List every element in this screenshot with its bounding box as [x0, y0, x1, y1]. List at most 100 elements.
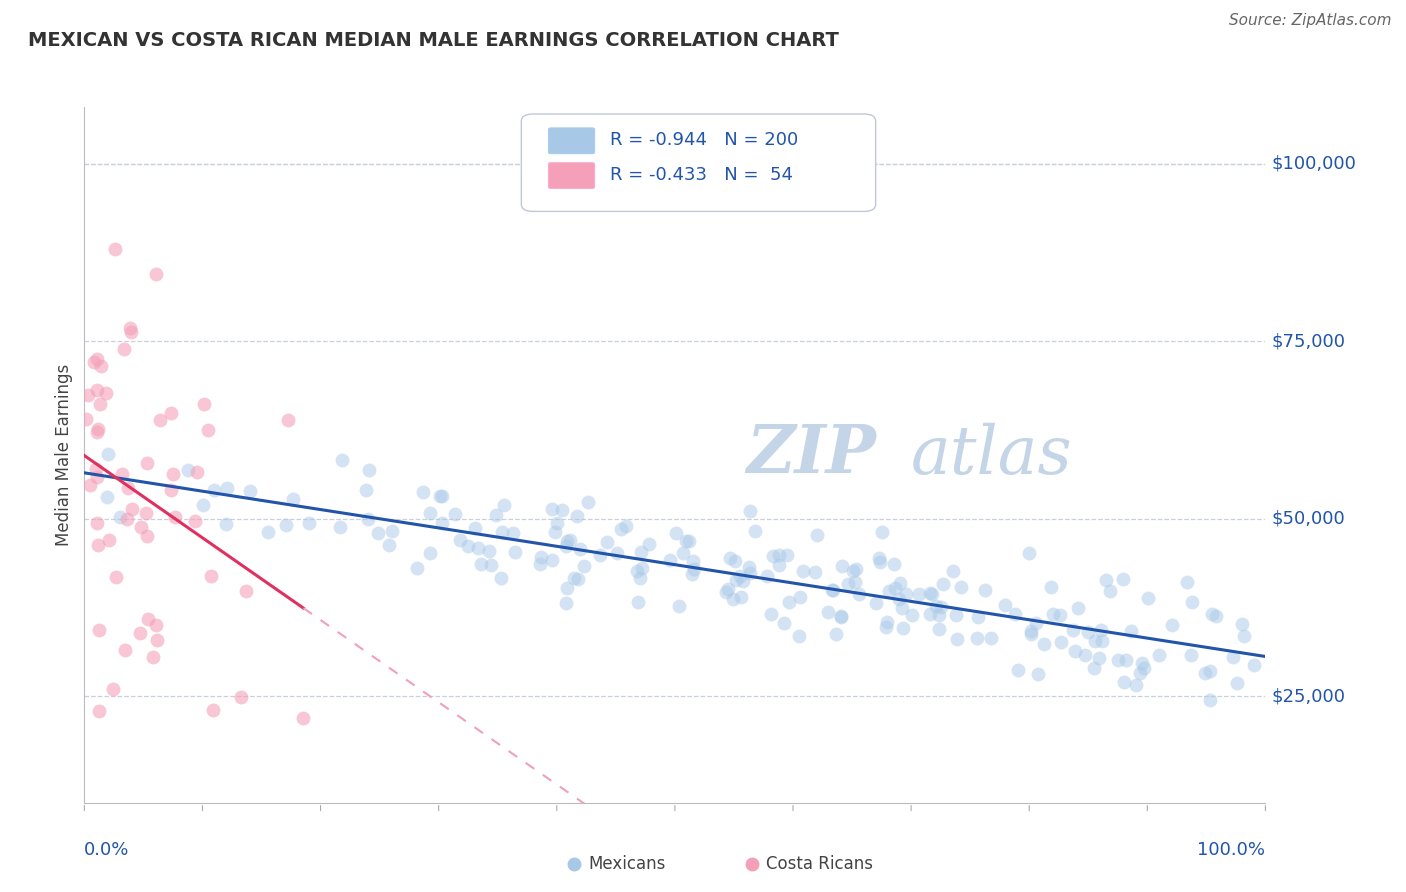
Point — [973, 583, 995, 598]
Point — [804, 566, 827, 580]
Point — [329, 520, 352, 534]
Point — [75, 412, 97, 426]
Point — [1007, 663, 1029, 677]
Point — [87, 422, 110, 436]
Point — [146, 632, 169, 647]
Point — [464, 520, 486, 534]
Point — [738, 504, 761, 518]
Point — [491, 572, 513, 586]
Point — [551, 502, 574, 516]
Point — [104, 243, 127, 257]
Point — [191, 498, 214, 512]
Point — [717, 582, 740, 596]
Point — [1021, 626, 1043, 640]
Point — [877, 584, 900, 599]
Point — [145, 618, 167, 632]
Point — [529, 557, 551, 571]
Point — [419, 506, 441, 520]
Point — [193, 397, 215, 411]
Point — [830, 609, 852, 624]
Point — [920, 586, 942, 600]
Point — [589, 548, 612, 562]
Point — [184, 514, 207, 528]
Point — [121, 501, 143, 516]
Point — [891, 621, 914, 635]
FancyBboxPatch shape — [548, 162, 595, 188]
Point — [256, 524, 278, 539]
Point — [1194, 665, 1216, 680]
Point — [1129, 665, 1152, 680]
Point — [1232, 616, 1254, 631]
Point — [129, 626, 152, 640]
Point — [1125, 678, 1147, 692]
Point — [86, 538, 108, 552]
Point — [740, 566, 762, 580]
Point — [97, 447, 120, 461]
Point — [419, 546, 441, 560]
Point — [831, 559, 853, 574]
Point — [1042, 607, 1064, 621]
Point — [576, 495, 599, 509]
Point — [120, 325, 142, 339]
Point — [894, 587, 917, 601]
Point — [96, 386, 118, 401]
Point — [865, 596, 887, 610]
Point — [298, 516, 321, 530]
Point — [792, 564, 814, 578]
Text: R = -0.433   N =  54: R = -0.433 N = 54 — [610, 166, 793, 185]
Point — [682, 554, 704, 568]
Point — [1077, 625, 1099, 640]
Point — [163, 510, 186, 524]
Point — [86, 351, 108, 366]
Text: 0.0%: 0.0% — [84, 841, 129, 859]
Point — [215, 481, 238, 495]
Point — [929, 600, 952, 615]
Point — [1181, 595, 1204, 609]
Point — [546, 516, 568, 531]
Point — [628, 571, 651, 585]
Point — [730, 590, 752, 604]
Point — [491, 525, 513, 540]
Point — [89, 397, 111, 411]
Point — [479, 558, 502, 573]
Point — [114, 643, 136, 657]
Point — [925, 599, 948, 614]
Point — [555, 582, 578, 596]
Point — [239, 484, 262, 499]
Point — [637, 537, 659, 551]
Point — [541, 501, 564, 516]
Point — [1090, 623, 1112, 637]
Point — [1205, 608, 1227, 623]
Point — [111, 467, 134, 481]
Point — [728, 568, 751, 582]
Point — [562, 571, 585, 585]
Text: $25,000: $25,000 — [1271, 688, 1346, 706]
Point — [928, 622, 950, 636]
Point — [86, 425, 108, 439]
Point — [932, 576, 955, 591]
Point — [443, 507, 465, 521]
Point — [1004, 607, 1026, 621]
Point — [1112, 675, 1135, 690]
Point — [681, 567, 703, 582]
Point — [1019, 624, 1042, 638]
Point — [492, 499, 515, 513]
Point — [357, 512, 380, 526]
Point — [683, 562, 706, 576]
Point — [658, 553, 681, 567]
Point — [117, 481, 139, 495]
Text: $75,000: $75,000 — [1271, 333, 1346, 351]
Point — [768, 548, 790, 562]
Text: $50,000: $50,000 — [1271, 510, 1346, 528]
Point — [541, 553, 564, 567]
Point — [776, 548, 799, 562]
Point — [721, 591, 744, 606]
Point — [136, 612, 159, 626]
Point — [884, 581, 907, 595]
Point — [1233, 629, 1256, 643]
Text: Costa Ricans: Costa Ricans — [766, 855, 873, 873]
Point — [773, 616, 796, 631]
Point — [830, 610, 852, 624]
Point — [330, 453, 353, 467]
Point — [104, 570, 127, 584]
